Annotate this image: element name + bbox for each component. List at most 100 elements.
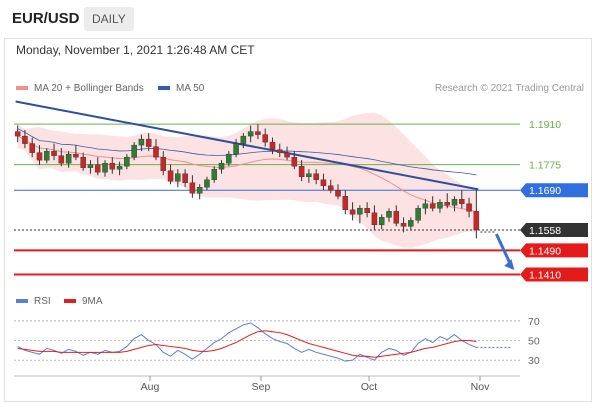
candle bbox=[255, 131, 261, 135]
bollinger-band bbox=[17, 112, 477, 248]
level-label: 1.1490 bbox=[529, 245, 561, 257]
ma20-line bbox=[17, 135, 477, 213]
candle bbox=[138, 138, 145, 146]
legend-ma9: 9MA bbox=[64, 296, 103, 307]
candle bbox=[160, 156, 167, 171]
copyright: Research © 2021 Trading Central bbox=[434, 83, 584, 94]
candle bbox=[109, 162, 116, 170]
candle bbox=[94, 164, 101, 173]
candle bbox=[371, 212, 378, 226]
candle bbox=[211, 168, 217, 180]
candle bbox=[44, 150, 50, 161]
candle bbox=[313, 173, 319, 180]
ma9-swatch bbox=[64, 299, 76, 304]
level-label: 1.1910 bbox=[529, 119, 561, 131]
candle bbox=[226, 153, 232, 164]
period-selector[interactable]: DAILY bbox=[84, 7, 134, 31]
candle bbox=[459, 199, 465, 204]
legend-rsi-label: RSI bbox=[34, 296, 51, 307]
candle bbox=[189, 182, 196, 194]
ma50-swatch bbox=[158, 86, 170, 91]
instrument-title: EUR/USD bbox=[12, 10, 80, 27]
chart-panel bbox=[4, 38, 592, 402]
candle bbox=[73, 153, 79, 158]
ma50-line bbox=[17, 128, 477, 176]
candle bbox=[262, 134, 268, 143]
candle bbox=[233, 143, 239, 155]
level-label: 1.1558 bbox=[529, 225, 561, 237]
candle bbox=[145, 138, 152, 147]
level-tag bbox=[520, 243, 588, 258]
candle bbox=[284, 152, 290, 158]
candle bbox=[204, 179, 210, 188]
forecast-arrow-head bbox=[504, 258, 515, 270]
candle bbox=[14, 131, 21, 137]
rsi-level-label: 30 bbox=[528, 355, 540, 367]
candle bbox=[153, 146, 159, 158]
candle bbox=[378, 217, 385, 226]
candle bbox=[393, 211, 400, 224]
candle bbox=[269, 141, 276, 150]
candle bbox=[175, 173, 181, 182]
candle bbox=[22, 135, 28, 144]
candle bbox=[473, 211, 480, 231]
header: EUR/USD DAILY bbox=[0, 0, 594, 36]
candle bbox=[240, 135, 247, 144]
candle bbox=[218, 162, 225, 170]
rsi-ma9-line bbox=[17, 330, 477, 358]
candle bbox=[451, 199, 458, 206]
chart-datetime: Monday, November 1, 2021 1:26:48 AM CET bbox=[16, 43, 255, 57]
legend-ma50: MA 50 bbox=[158, 83, 204, 94]
legend-rsi: RSI bbox=[16, 296, 51, 307]
level-label: 1.1690 bbox=[529, 185, 561, 197]
rsi-line bbox=[17, 322, 477, 362]
candle bbox=[116, 165, 123, 170]
level-tag bbox=[520, 222, 588, 237]
candle bbox=[466, 203, 472, 212]
candle bbox=[167, 170, 174, 182]
candle bbox=[51, 150, 57, 156]
candle bbox=[415, 208, 421, 221]
candle bbox=[342, 196, 349, 211]
candle bbox=[437, 202, 443, 209]
x-tick-label: Sep bbox=[252, 381, 271, 393]
candle bbox=[87, 164, 94, 168]
candle bbox=[422, 203, 429, 209]
x-tick-label: Oct bbox=[361, 381, 377, 393]
x-tick-label: Aug bbox=[141, 381, 160, 393]
level-tag bbox=[520, 267, 588, 282]
candle bbox=[364, 208, 370, 214]
candle bbox=[327, 185, 334, 191]
rsi-level-label: 70 bbox=[528, 316, 540, 328]
candle bbox=[58, 155, 65, 164]
candle bbox=[386, 211, 392, 218]
candle bbox=[80, 156, 86, 168]
candle bbox=[291, 156, 298, 167]
candle bbox=[429, 203, 436, 209]
candle bbox=[131, 144, 137, 158]
level-tag bbox=[520, 183, 588, 198]
candle bbox=[29, 143, 35, 153]
legend-ma50-label: MA 50 bbox=[176, 83, 205, 94]
candle bbox=[408, 220, 414, 227]
ma20-swatch bbox=[16, 86, 28, 91]
candle bbox=[102, 162, 108, 173]
legend-ma9-label: 9MA bbox=[82, 296, 103, 307]
candle bbox=[182, 173, 188, 183]
level-label: 1.1775 bbox=[529, 160, 561, 172]
x-tick-label: Nov bbox=[471, 381, 490, 393]
trend-line bbox=[15, 100, 479, 191]
candle bbox=[306, 173, 312, 177]
legend-ma20: MA 20 + Bollinger Bands bbox=[16, 83, 144, 94]
rsi-level-label: 50 bbox=[528, 336, 540, 348]
candle bbox=[247, 131, 254, 137]
candle bbox=[277, 149, 283, 153]
level-label: 1.1410 bbox=[529, 269, 561, 281]
candle bbox=[36, 152, 43, 161]
candle bbox=[349, 209, 356, 215]
candle bbox=[400, 223, 407, 227]
candle bbox=[65, 153, 72, 164]
candle bbox=[357, 208, 363, 215]
candle bbox=[335, 190, 341, 197]
